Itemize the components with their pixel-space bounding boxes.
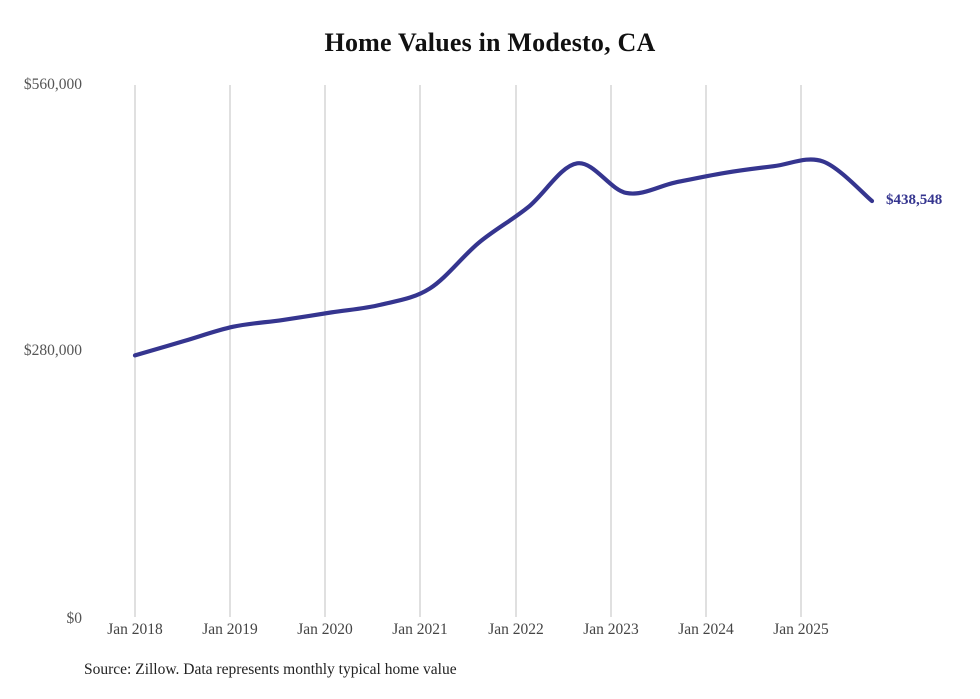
data-series-line bbox=[132, 157, 875, 358]
x-gridlines bbox=[134, 85, 802, 617]
y-axis-tick-280000: $280,000 bbox=[23, 342, 82, 359]
x-axis-tick-jan-2020: Jan 2020 bbox=[297, 621, 353, 638]
source-note: Source: Zillow. Data represents monthly … bbox=[84, 661, 457, 678]
y-axis-tick-560000: $560,000 bbox=[23, 76, 82, 93]
series-end-value-label: $438,548 bbox=[886, 192, 943, 209]
x-axis-tick-jan-2022: Jan 2022 bbox=[488, 621, 544, 638]
y-axis-tick-0: $0 bbox=[66, 610, 83, 627]
x-axis-tick-jan-2019: Jan 2019 bbox=[202, 621, 258, 638]
x-axis-tick-jan-2021: Jan 2021 bbox=[392, 621, 448, 638]
x-axis-tick-jan-2023: Jan 2023 bbox=[583, 621, 639, 638]
chart-title: Home Values in Modesto, CA bbox=[324, 28, 656, 57]
x-axis-tick-jan-2024: Jan 2024 bbox=[678, 621, 734, 638]
x-axis-tick-jan-2018: Jan 2018 bbox=[107, 621, 163, 638]
x-axis-tick-jan-2025: Jan 2025 bbox=[773, 621, 829, 638]
